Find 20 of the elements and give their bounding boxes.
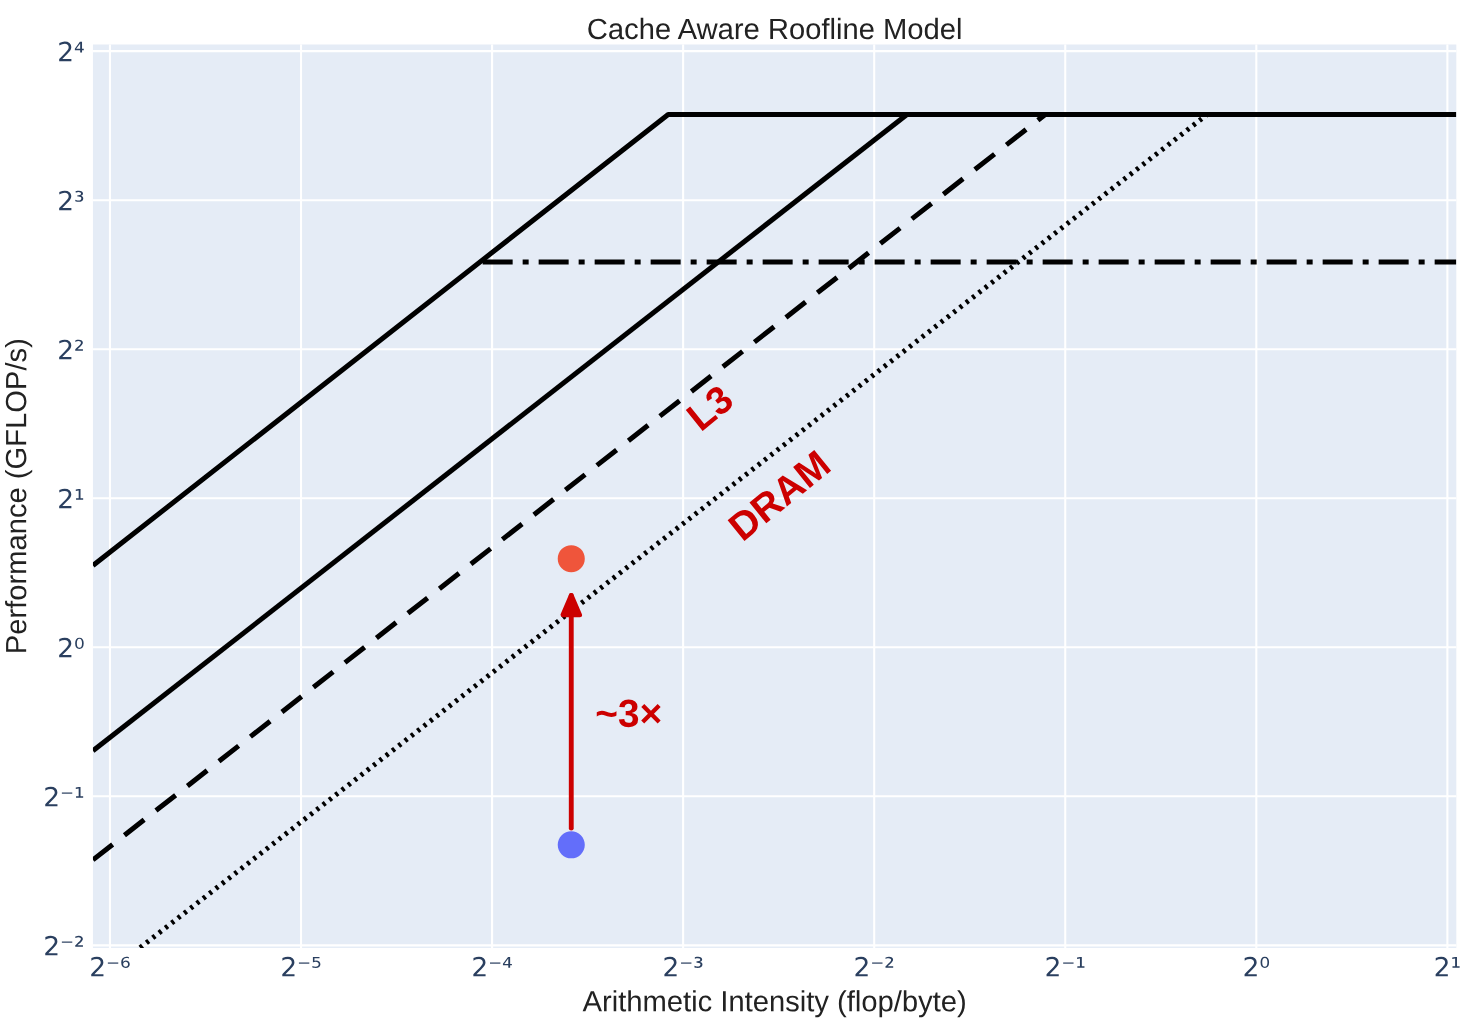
y-tick-label: 2⁻² [45, 935, 83, 956]
x-tick-label: 2⁻⁵ [282, 956, 321, 977]
annotation: L3 [685, 383, 736, 432]
x-tick-label: 2⁰ [1244, 956, 1270, 977]
x-tick-label: 2⁻³ [664, 956, 703, 977]
y-tick-label: 2¹ [59, 488, 84, 509]
y-axis-title: Performance (GFLOP/s) [5, 340, 33, 652]
x-tick-label: 2¹ [1435, 956, 1460, 977]
y-tick-label: 2² [59, 339, 83, 360]
y-tick-label: 2⁴ [59, 41, 84, 62]
y-tick-label: 2⁰ [59, 637, 84, 658]
annotation: ~3× [596, 699, 661, 728]
x-axis-title: Arithmetic Intensity (flop/byte) [582, 990, 965, 1018]
x-tick-label: 2⁻⁶ [91, 956, 130, 977]
x-tick-label: 2⁻⁴ [473, 956, 512, 977]
x-tick-label: 2⁻¹ [1046, 956, 1085, 977]
x-tick-label: 2⁻² [855, 956, 894, 977]
chart-title: Cache Aware Roofline Model [588, 17, 961, 40]
y-tick-label: 2³ [59, 190, 84, 211]
y-tick-label: 2⁻¹ [45, 786, 84, 807]
